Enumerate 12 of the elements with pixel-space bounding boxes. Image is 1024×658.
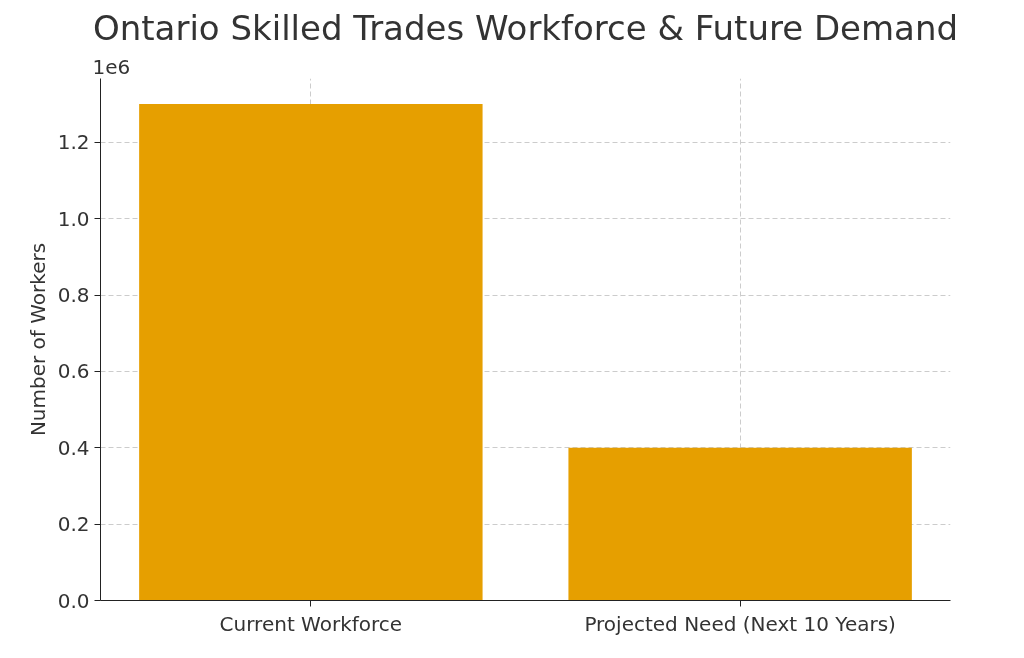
y-tick-label: 0.0 bbox=[57, 588, 90, 613]
y-tick-label: 0.2 bbox=[57, 512, 90, 537]
y-tick-label: 1.0 bbox=[57, 206, 90, 231]
chart-title: Ontario Skilled Trades Workforce & Future Demand bbox=[92, 7, 959, 48]
y-tick-label: 0.8 bbox=[57, 283, 90, 308]
text: 1e6 bbox=[92, 54, 131, 79]
x-tick-label: Current Workforce bbox=[219, 611, 403, 636]
y-tick-label: 0.4 bbox=[57, 435, 90, 460]
y-tick-label: 1.2 bbox=[57, 130, 90, 155]
x-tick-label: Projected Need (Next 10 Years) bbox=[584, 611, 896, 636]
y-tick-label: 0.6 bbox=[57, 359, 90, 384]
y-axis-title: Number of Workers bbox=[25, 242, 50, 437]
